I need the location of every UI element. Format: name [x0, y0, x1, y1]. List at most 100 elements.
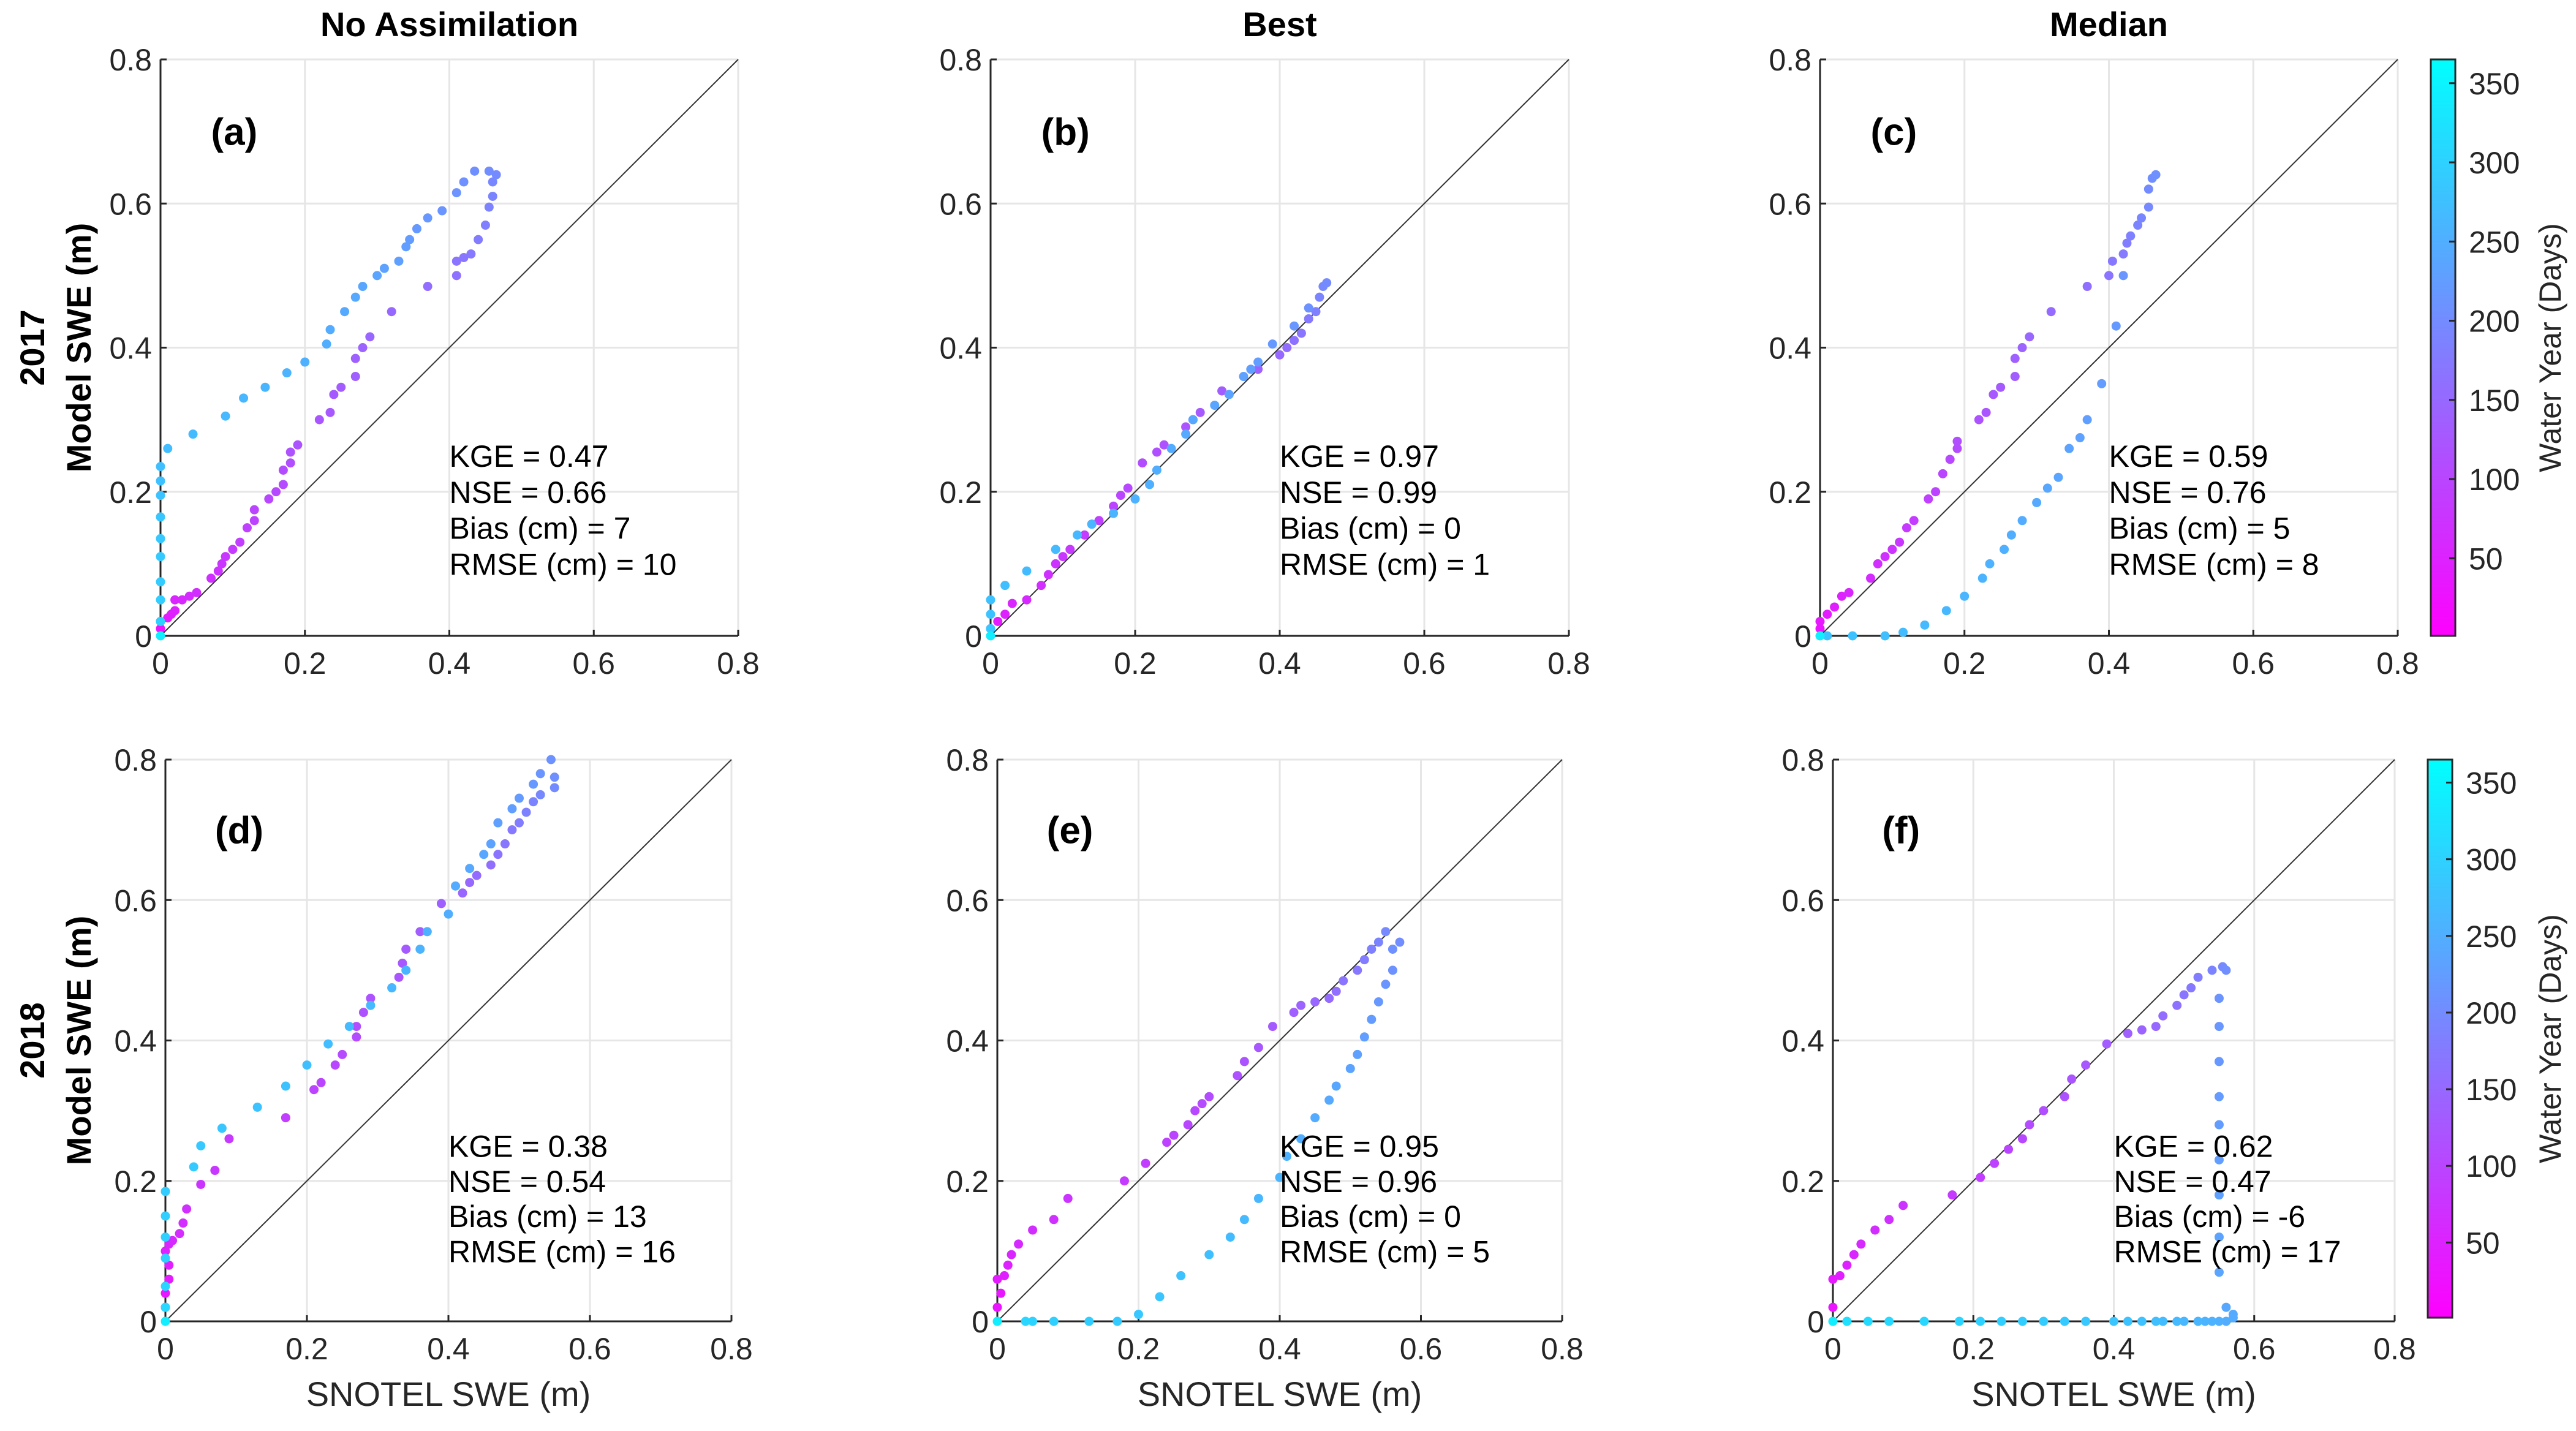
stat-text: Bias (cm) = 0 [1280, 512, 1461, 546]
data-point [2214, 1316, 2224, 1326]
stat-text: RMSE (cm) = 17 [2114, 1234, 2341, 1269]
data-point [1952, 436, 1962, 446]
data-point [2039, 1106, 2049, 1116]
stat-text: KGE = 0.38 [448, 1129, 608, 1163]
data-point [156, 552, 165, 562]
data-point [239, 393, 249, 403]
y-tick-label: 0.2 [114, 1165, 157, 1199]
colorbar-tick-label: 150 [2469, 383, 2520, 418]
y-tick-label: 0.8 [1769, 43, 1811, 77]
one-to-one-line [1832, 759, 2395, 1322]
data-point [2097, 379, 2107, 388]
data-point [1130, 494, 1140, 504]
stat-text: KGE = 0.62 [2114, 1129, 2273, 1163]
data-point [1976, 1172, 1985, 1182]
data-point [323, 1039, 333, 1049]
data-point [484, 202, 494, 212]
data-point [1842, 1316, 1852, 1326]
data-point [1166, 444, 1176, 453]
data-point [156, 624, 165, 633]
stat-text: RMSE (cm) = 10 [450, 547, 677, 581]
data-point [217, 1123, 227, 1133]
data-point [228, 545, 238, 554]
data-point [451, 188, 461, 198]
data-point [156, 476, 165, 486]
data-point [422, 927, 432, 937]
data-point [2137, 1316, 2147, 1326]
data-point [242, 523, 252, 533]
colorbar-label: Water Year (Days) [2533, 914, 2567, 1163]
x-tick-label: 0.8 [710, 1332, 753, 1366]
data-point [196, 1141, 206, 1150]
data-point [1022, 595, 1032, 605]
data-point [1873, 559, 1883, 568]
stat-text: KGE = 0.97 [1280, 439, 1439, 474]
data-point [1331, 986, 1341, 996]
y-tick-label: 0.2 [1769, 475, 1811, 510]
data-point [535, 769, 545, 779]
data-point [1367, 1014, 1377, 1024]
data-point [1960, 591, 1970, 601]
data-point [309, 1085, 319, 1095]
data-point [1849, 1250, 1859, 1259]
data-point [2214, 1057, 2224, 1067]
one-to-one-line [160, 59, 739, 636]
stat-text: NSE = 0.66 [450, 475, 607, 510]
data-point [2039, 1316, 2049, 1326]
y-tick-label: 0 [135, 619, 152, 654]
data-point [1880, 631, 1890, 641]
data-point [986, 624, 995, 633]
data-point [415, 944, 425, 954]
y-tick-label: 0.6 [1769, 187, 1811, 221]
data-point [300, 357, 310, 367]
x-tick-label: 0.4 [427, 1332, 470, 1366]
data-point [993, 616, 1003, 626]
x-tick-label: 0.8 [2373, 1332, 2416, 1366]
data-point [1909, 516, 1919, 526]
data-point [302, 1060, 312, 1070]
data-point [2118, 249, 2128, 259]
data-point [2179, 990, 2189, 1000]
stat-text: RMSE (cm) = 5 [1280, 1234, 1490, 1269]
x-tick-label: 0.2 [1943, 646, 1986, 681]
y-tick-label: 0.2 [946, 1165, 989, 1199]
one-to-one-line [990, 59, 1569, 636]
data-point [1296, 1000, 1306, 1010]
data-point [2118, 271, 2128, 281]
data-point [451, 881, 461, 891]
panel-letter: (d) [215, 810, 263, 852]
data-point [1339, 976, 1348, 986]
panel-e: 0 0.2 0.4 0.6 0.8 0 0.2 0.4 0.6 0.8 (e) KGE = 0.95N… [946, 743, 1583, 1413]
data-point [1109, 508, 1119, 518]
data-point [264, 494, 274, 504]
data-point [1822, 631, 1832, 641]
data-point [1322, 278, 1332, 288]
data-point [1058, 552, 1068, 562]
x-axis-label: SNOTEL SWE (m) [1971, 1375, 2256, 1413]
y-tick-label: 0.4 [1781, 1024, 1824, 1059]
data-point [1310, 997, 1320, 1006]
colorbar-tick-label: 200 [2469, 304, 2520, 339]
data-point [986, 610, 995, 619]
data-point [521, 807, 531, 817]
y-tick-label: 0 [972, 1305, 989, 1339]
data-point [2017, 343, 2027, 352]
data-point [1815, 624, 1825, 633]
panel-c: 0 0.2 0.4 0.6 0.8 0 0.2 0.4 0.6 0.8 (c) KGE = 0.59N… [1769, 5, 2419, 681]
colorbar-tick-label: 50 [2466, 1226, 2500, 1260]
data-point [1863, 1316, 1873, 1326]
data-point [546, 755, 556, 765]
x-tick-label: 0.2 [284, 646, 327, 681]
y-axis-label: Model SWE (m) [59, 223, 98, 473]
data-point [1007, 598, 1017, 608]
data-point [350, 353, 360, 363]
data-point [1217, 386, 1227, 396]
data-point [365, 332, 375, 342]
x-tick-label: 0.8 [1547, 646, 1590, 681]
data-point [177, 595, 187, 605]
data-point [322, 339, 331, 349]
stat-text: NSE = 0.76 [2109, 475, 2267, 510]
data-point [1073, 530, 1082, 540]
data-point [2172, 1000, 2182, 1010]
data-point [507, 825, 517, 835]
